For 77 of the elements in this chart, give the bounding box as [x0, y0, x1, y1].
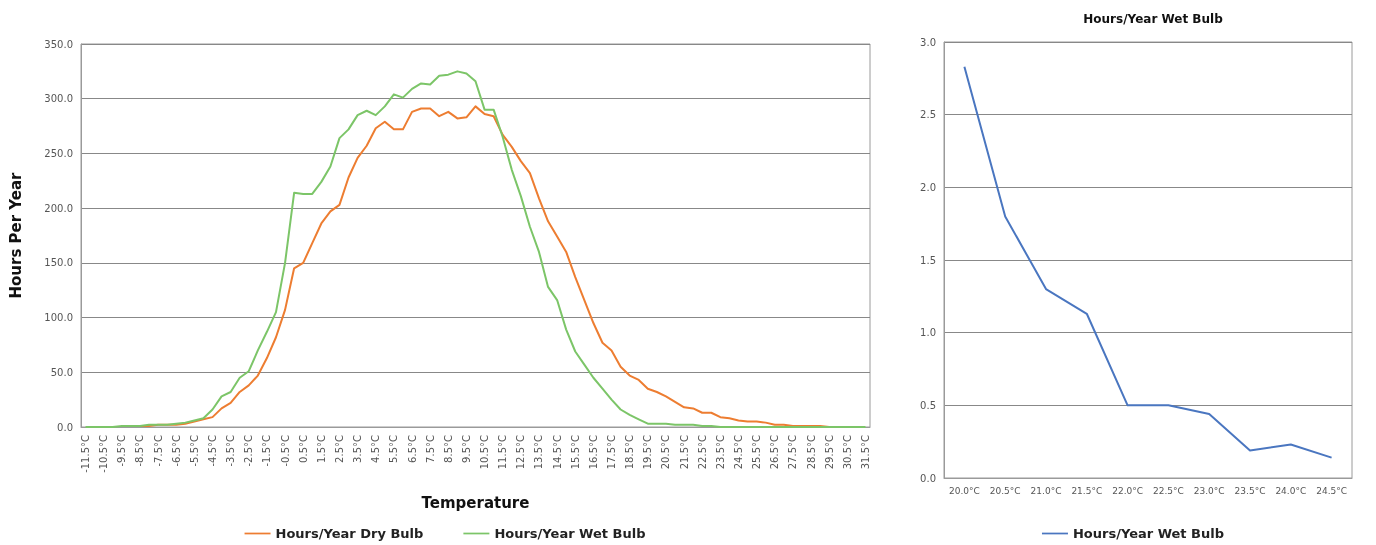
x-tick-label: 25.5°C [751, 434, 763, 470]
y-tick-label: 2.0 [920, 181, 936, 193]
y-tick-label: 250.0 [44, 147, 73, 159]
y-tick-label: 200.0 [44, 202, 73, 214]
x-tick-label: 28.5°C [805, 434, 817, 470]
x-tick-label: 16.5°C [587, 434, 599, 470]
x-tick-label: 27.5°C [787, 434, 799, 470]
x-tick-label: 4.5°C [370, 434, 382, 463]
x-tick-label: 18.5°C [624, 434, 636, 470]
y-axis-title: Hours Per Year [6, 171, 25, 299]
x-tick-label: 23.0°C [1193, 485, 1225, 496]
x-tick-label: 3.5°C [352, 434, 364, 463]
x-tick-label: -11.5°C [80, 434, 92, 473]
x-tick-label: 17.5°C [606, 434, 618, 470]
x-tick-label: -9.5°C [116, 434, 128, 467]
y-tick-label: 0.0 [57, 421, 73, 433]
x-tick-label: 8.5°C [442, 434, 454, 463]
x-axis-title: Temperature [421, 493, 530, 512]
x-tick-label: 1.5°C [315, 434, 327, 463]
x-tick-label: -3.5°C [225, 434, 237, 467]
x-tick-label: 20.5°C [989, 485, 1021, 496]
line-series [84, 70, 867, 428]
x-tick-label: 13.5°C [533, 434, 545, 470]
x-tick-label: 0.5°C [297, 434, 309, 463]
x-tick-label: -7.5°C [152, 434, 164, 467]
x-tick-label: 26.5°C [769, 434, 781, 470]
y-tick-label: 150.0 [44, 257, 73, 269]
x-tick-label: 11.5°C [497, 434, 509, 470]
y-tick-label: 300.0 [44, 93, 73, 105]
x-tick-label: 7.5°C [424, 434, 436, 463]
x-tick-label: 14.5°C [551, 434, 563, 470]
x-tick-label: 31.5°C [859, 434, 871, 470]
x-tick-label: 10.5°C [479, 434, 491, 470]
x-tick-label: -4.5°C [207, 434, 218, 467]
x-tick-label: -5.5°C [188, 434, 200, 467]
y-tick-label: 3.0 [920, 36, 936, 48]
x-tick-label: 20.5°C [660, 434, 672, 470]
x-tick-label: -0.5°C [279, 434, 291, 467]
y-tick-label: 1.5 [920, 254, 936, 266]
y-tick-label: 1.0 [920, 327, 936, 339]
x-tick-label: -8.5°C [134, 434, 146, 467]
y-tick-label: 2.5 [920, 109, 936, 121]
x-tick-label: -10.5°C [98, 434, 110, 473]
x-tick-label: 12.5°C [515, 434, 527, 470]
y-tick-label: 0.5 [920, 399, 936, 411]
x-tick-label: 6.5°C [406, 434, 418, 463]
y-tick-label: 0.0 [920, 472, 936, 484]
x-tick-label: 29.5°C [823, 434, 835, 470]
line-series [963, 65, 1333, 459]
x-tick-label: 22.5°C [696, 434, 708, 470]
y-tick-label: 350.0 [44, 38, 73, 50]
y-tick-label: 50.0 [50, 366, 73, 378]
legend-label: Hours/Year Wet Bulb [494, 526, 646, 541]
x-tick-label: 22.0°C [1112, 485, 1144, 496]
x-tick-label: 21.5°C [678, 434, 690, 470]
x-tick-label: 9.5°C [460, 434, 472, 463]
x-tick-label: 24.0°C [1275, 485, 1307, 496]
legend-label: Hours/Year Wet Bulb [1072, 526, 1225, 541]
legend-label: Hours/Year Dry Bulb [275, 526, 424, 541]
x-tick-label: 23.5°C [714, 434, 726, 470]
x-tick-label: 5.5°C [388, 434, 400, 463]
x-tick-label: 20.0°C [948, 485, 980, 496]
x-tick-label: -6.5°C [170, 434, 182, 467]
x-tick-label: 19.5°C [642, 434, 654, 470]
x-tick-label: -2.5°C [243, 434, 255, 467]
x-tick-label: 22.5°C [1152, 485, 1184, 496]
x-tick-label: 23.5°C [1234, 485, 1266, 496]
x-tick-label: 24.5°C [1316, 485, 1348, 496]
x-tick-label: 24.5°C [733, 434, 744, 470]
x-tick-label: 30.5°C [841, 434, 853, 470]
x-tick-label: 21.0°C [1030, 485, 1062, 496]
x-tick-label: -1.5°C [261, 434, 273, 467]
x-tick-label: 15.5°C [569, 434, 581, 470]
x-tick-label: 21.5°C [1071, 485, 1103, 496]
y-tick-label: 100.0 [44, 312, 73, 324]
chart-title: Hours/Year Wet Bulb [1083, 12, 1224, 26]
x-tick-label: 2.5°C [333, 434, 345, 463]
